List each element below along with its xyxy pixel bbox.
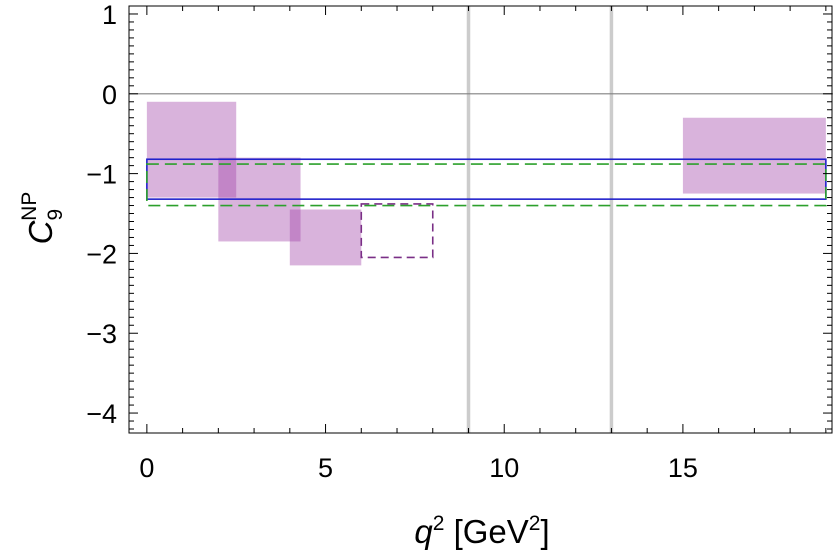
y-tick-label-0: 1 xyxy=(102,0,117,30)
bin-box-0 xyxy=(146,101,237,198)
vertical-lines-layer xyxy=(129,6,833,433)
ticks-layer xyxy=(129,5,832,433)
plot-frame-layer xyxy=(128,5,833,434)
x-tick-label-0: 0 xyxy=(139,453,154,483)
x-tick-label-3: 15 xyxy=(668,453,698,483)
y-tick-label-5: −4 xyxy=(86,399,117,429)
bin-box-2 xyxy=(289,209,362,266)
y-tick-label-1: 0 xyxy=(102,80,117,110)
filled-bins-layer xyxy=(146,101,826,266)
x-axis-title: q2 [GeV2] xyxy=(414,512,549,550)
plot-frame xyxy=(128,5,833,434)
x-tick-label-2: 10 xyxy=(489,453,519,483)
y-tick-label-2: −1 xyxy=(86,160,117,190)
bin-box-3 xyxy=(682,117,826,194)
x-tick-label-1: 5 xyxy=(318,453,333,483)
y-tick-label-4: −3 xyxy=(86,319,117,349)
y-tick-label-3: −2 xyxy=(86,239,117,269)
dashed-bin-box xyxy=(360,203,434,259)
y-axis-title: C9NP xyxy=(18,192,67,245)
fit-bands-layer xyxy=(146,158,827,259)
